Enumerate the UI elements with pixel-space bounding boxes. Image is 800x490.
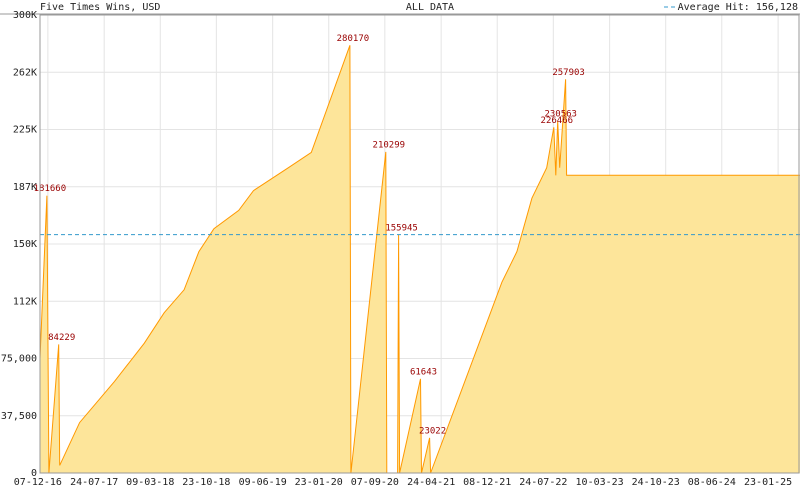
x-tick-label: 07-09-20 [351, 477, 399, 488]
value-label: 23022 [419, 426, 446, 436]
x-tick-label: 23-01-20 [295, 477, 343, 488]
line [39, 45, 800, 474]
x-tick-label: 08-12-21 [463, 477, 511, 488]
x-tick-label: 23-01-25 [744, 477, 792, 488]
y-tick-label: 262K [13, 67, 37, 78]
y-tick-label: 75,000 [1, 354, 37, 365]
x-tick-label: 10-03-23 [576, 477, 624, 488]
y-tick-label: 112K [13, 296, 37, 307]
plot-border [39, 14, 800, 474]
value-label: 61643 [410, 367, 437, 377]
chart-title: Five Times Wins, USD [40, 2, 160, 13]
x-tick-label: 09-03-18 [126, 477, 174, 488]
legend-label: Average Hit: 156,128 [678, 2, 798, 13]
x-tick-label: 08-06-24 [688, 477, 736, 488]
y-tick-label: 37,500 [1, 411, 37, 422]
chart-subtitle: ALL DATA [406, 2, 454, 13]
value-label: 257903 [552, 68, 585, 78]
x-tick-label: 07-12-16 [14, 477, 62, 488]
value-label: 230563 [544, 110, 577, 120]
value-label: 226466 [541, 116, 574, 126]
y-tick-label: 187K [13, 182, 37, 193]
x-tick-label: 09-06-19 [239, 477, 287, 488]
value-label: 210299 [373, 140, 406, 150]
area [40, 45, 800, 474]
x-tick-label: 23-10-18 [182, 477, 230, 488]
value-label: 280170 [337, 34, 370, 44]
y-tick-label: 300K [13, 10, 37, 21]
y-tick-label: 0 [31, 468, 37, 479]
x-tick-label: 24-04-21 [407, 477, 455, 488]
y-tick-label: 225K [13, 125, 37, 136]
value-label: 181660 [34, 184, 67, 194]
y-tick-label: 150K [13, 239, 37, 250]
value-label: 84229 [48, 333, 75, 343]
x-tick-label: 24-10-23 [632, 477, 680, 488]
x-tick-label: 24-07-22 [519, 477, 567, 488]
value-label: 155945 [385, 223, 418, 233]
x-tick-label: 24-07-17 [70, 477, 118, 488]
